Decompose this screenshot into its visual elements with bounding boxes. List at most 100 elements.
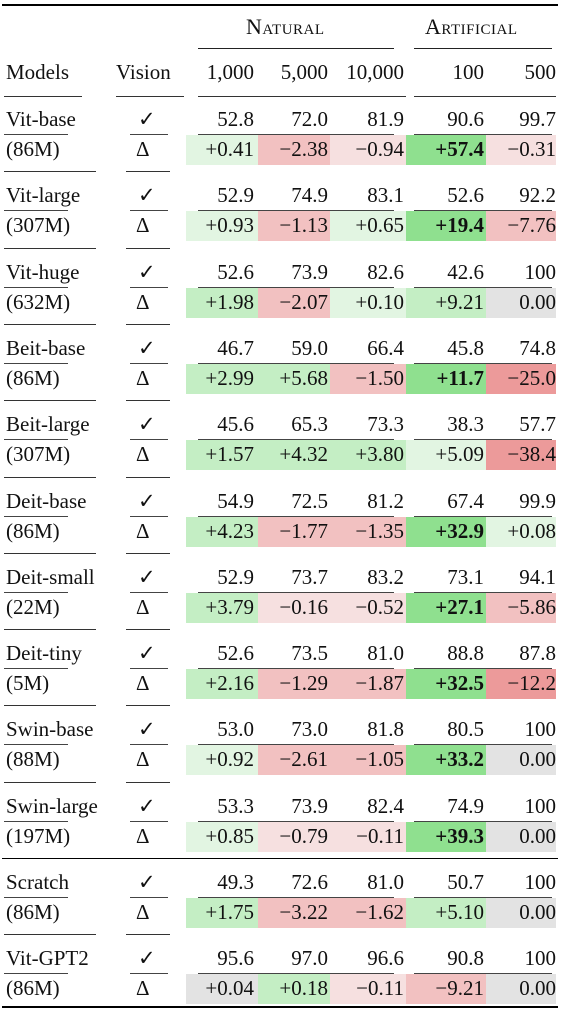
row-midrule bbox=[198, 287, 394, 288]
delta-value: −2.38 bbox=[260, 134, 328, 164]
delta-value: 0.00 bbox=[488, 973, 556, 1003]
row-midrule bbox=[130, 668, 168, 669]
model-name: Beit-base bbox=[6, 333, 85, 363]
vision-value: 65.3 bbox=[260, 409, 328, 439]
model-name: Vit-base bbox=[6, 104, 76, 134]
delta-value: +0.18 bbox=[260, 973, 328, 1003]
vision-value: 73.7 bbox=[260, 562, 328, 592]
block-separator bbox=[4, 400, 96, 401]
delta-value: −1.50 bbox=[332, 363, 404, 393]
row-midrule bbox=[198, 897, 394, 898]
vision-value: 97.0 bbox=[260, 943, 328, 973]
delta-value: +3.79 bbox=[188, 592, 254, 622]
vision-value: 52.9 bbox=[188, 180, 254, 210]
block-separator bbox=[126, 629, 170, 630]
vision-value: 73.0 bbox=[260, 714, 328, 744]
model-name: Vit-huge bbox=[6, 257, 79, 287]
model-name: Scratch bbox=[6, 867, 69, 897]
vision-value: 73.5 bbox=[260, 638, 328, 668]
natural-cmidrule bbox=[198, 48, 394, 49]
vision-value: 81.9 bbox=[332, 104, 404, 134]
row-midrule bbox=[414, 821, 552, 822]
row-midrule bbox=[198, 592, 394, 593]
vision-value: 92.2 bbox=[488, 180, 556, 210]
vision-value: 90.8 bbox=[408, 943, 484, 973]
delta-value: +39.3 bbox=[408, 821, 484, 851]
row-midrule bbox=[4, 592, 68, 593]
row-midrule bbox=[4, 134, 68, 135]
top-rule bbox=[2, 4, 558, 6]
delta-value: +0.08 bbox=[488, 516, 556, 546]
vision-value: 45.6 bbox=[188, 409, 254, 439]
delta-value: −25.0 bbox=[488, 363, 556, 393]
delta-value: +2.99 bbox=[188, 363, 254, 393]
col-header-vision: Vision bbox=[116, 60, 171, 85]
delta-value: +0.92 bbox=[188, 744, 254, 774]
vision-value: 52.9 bbox=[188, 562, 254, 592]
delta-value: −38.4 bbox=[488, 439, 556, 469]
delta-value: +1.75 bbox=[188, 897, 254, 927]
delta-icon: Δ bbox=[136, 821, 150, 851]
model-params: (22M) bbox=[6, 592, 60, 622]
check-icon: ✓ bbox=[138, 791, 156, 821]
vision-value: 46.7 bbox=[188, 333, 254, 363]
check-icon: ✓ bbox=[138, 943, 156, 973]
bottom-rule bbox=[2, 1006, 558, 1008]
vision-value: 87.8 bbox=[488, 638, 556, 668]
row-midrule bbox=[198, 973, 394, 974]
row-midrule bbox=[414, 744, 552, 745]
vision-value: 81.0 bbox=[332, 638, 404, 668]
delta-value: −3.22 bbox=[260, 897, 328, 927]
model-name: Swin-base bbox=[6, 714, 94, 744]
row-midrule bbox=[414, 134, 552, 135]
row-midrule bbox=[198, 210, 394, 211]
vision-value: 100 bbox=[488, 714, 556, 744]
model-params: (86M) bbox=[6, 516, 60, 546]
vision-value: 81.8 bbox=[332, 714, 404, 744]
block-separator bbox=[4, 629, 96, 630]
delta-value: −0.16 bbox=[260, 592, 328, 622]
row-midrule bbox=[414, 897, 552, 898]
delta-value: +4.32 bbox=[260, 439, 328, 469]
vision-value: 52.6 bbox=[408, 180, 484, 210]
row-midrule bbox=[414, 592, 552, 593]
delta-icon: Δ bbox=[136, 210, 150, 240]
delta-value: −5.86 bbox=[488, 592, 556, 622]
delta-value: −2.07 bbox=[260, 287, 328, 317]
delta-value: −0.52 bbox=[332, 592, 404, 622]
delta-icon: Δ bbox=[136, 744, 150, 774]
delta-value: 0.00 bbox=[488, 897, 556, 927]
model-params: (5M) bbox=[6, 668, 49, 698]
delta-icon: Δ bbox=[136, 668, 150, 698]
check-icon: ✓ bbox=[138, 562, 156, 592]
delta-value: +57.4 bbox=[408, 134, 484, 164]
row-midrule bbox=[198, 668, 394, 669]
model-params: (307M) bbox=[6, 210, 70, 240]
row-midrule bbox=[130, 897, 168, 898]
row-midrule bbox=[198, 516, 394, 517]
row-midrule bbox=[414, 287, 552, 288]
vision-value: 100 bbox=[488, 867, 556, 897]
delta-icon: Δ bbox=[136, 592, 150, 622]
vision-value: 54.9 bbox=[188, 486, 254, 516]
block-separator bbox=[4, 782, 96, 783]
vision-value: 94.1 bbox=[488, 562, 556, 592]
vision-value: 57.7 bbox=[488, 409, 556, 439]
model-name: Vit-large bbox=[6, 180, 80, 210]
delta-value: 0.00 bbox=[488, 821, 556, 851]
row-midrule bbox=[198, 363, 394, 364]
delta-icon: Δ bbox=[136, 897, 150, 927]
delta-value: +0.85 bbox=[188, 821, 254, 851]
row-midrule bbox=[414, 973, 552, 974]
delta-value: +4.23 bbox=[188, 516, 254, 546]
vision-value: 72.5 bbox=[260, 486, 328, 516]
header-underline bbox=[4, 96, 82, 97]
vision-value: 59.0 bbox=[260, 333, 328, 363]
group-header-artificial: Artificial bbox=[425, 14, 517, 40]
row-midrule bbox=[4, 744, 68, 745]
vision-value: 45.8 bbox=[408, 333, 484, 363]
vision-value: 50.7 bbox=[408, 867, 484, 897]
block-separator bbox=[126, 248, 170, 249]
row-midrule bbox=[4, 821, 68, 822]
delta-value: +9.21 bbox=[408, 287, 484, 317]
